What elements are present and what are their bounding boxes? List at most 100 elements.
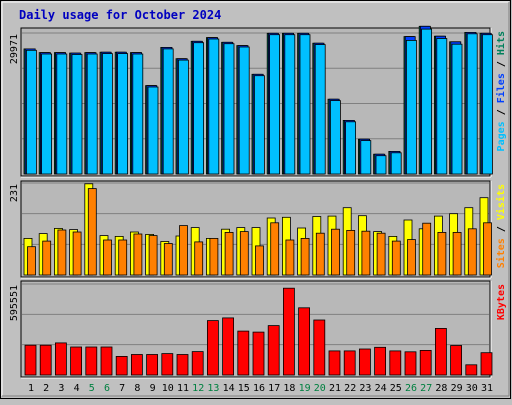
bar-kbytes — [419, 349, 432, 376]
panel-hits-files-pages: 29971 Pages / Files / Hits — [9, 25, 507, 178]
bar-pages — [269, 34, 281, 175]
bar-sites — [118, 239, 128, 276]
bar-pages — [284, 34, 296, 175]
bar-kbytes — [206, 320, 219, 376]
bar-sites — [239, 231, 249, 276]
bar-sites — [483, 222, 492, 276]
legend-entry: Files — [495, 73, 507, 103]
bar-sites — [72, 231, 82, 276]
bar-pages — [405, 40, 417, 175]
bar-kbytes — [115, 355, 128, 376]
x-tick-label: 7 — [119, 383, 125, 394]
bar-pages — [451, 43, 463, 175]
bar-sites — [148, 235, 158, 276]
bar-kbytes — [450, 345, 463, 376]
bar-kbytes — [374, 346, 387, 376]
x-tick-label: 16 — [253, 383, 265, 394]
bar-sites — [103, 239, 112, 276]
legend-entry: Hits — [495, 31, 507, 55]
bar-kbytes — [358, 348, 371, 376]
x-tick-label: 19 — [299, 383, 311, 394]
x-axis-labels: 1 2 3 4 5 6 7 8 9 10 11 12 13 14 15 16 17 18 19 20 21 22 23 24 2… — [28, 383, 493, 394]
bar-kbytes — [267, 325, 280, 376]
legend-entry: Pages — [496, 121, 507, 151]
x-tick-label: 17 — [268, 383, 280, 394]
bar-sites — [209, 237, 219, 276]
bar-sites — [391, 240, 401, 276]
x-tick-label: 31 — [481, 383, 493, 394]
bar-sites — [194, 241, 204, 276]
chart-title: Daily usage for October 2024 — [19, 8, 221, 22]
x-tick-label: 22 — [344, 383, 356, 394]
x-tick-label: 28 — [435, 383, 447, 394]
legend-entry: / — [496, 55, 507, 73]
x-tick-label: 21 — [329, 383, 341, 394]
x-tick-label: 1 — [28, 383, 34, 394]
bar-pages — [421, 28, 433, 175]
x-tick-label: 3 — [58, 383, 64, 394]
x-tick-label: 14 — [223, 383, 235, 394]
bar-kbytes — [389, 350, 402, 376]
y-max-label: 29971 — [9, 34, 20, 64]
x-tick-label: 2 — [43, 383, 49, 394]
x-tick-label: 4 — [74, 383, 80, 394]
bar-pages — [299, 34, 311, 175]
x-tick-label: 11 — [177, 383, 189, 394]
bar-kbytes — [480, 352, 493, 376]
bar-sites — [87, 188, 97, 276]
x-tick-label: 23 — [359, 383, 371, 394]
bar-sites — [376, 232, 386, 276]
bar-kbytes — [252, 331, 265, 376]
bar-pages — [329, 100, 341, 175]
panel-visits-sites: 231 Sites / Visits — [9, 180, 507, 279]
bar-pages — [71, 54, 83, 175]
panel-kbytes: 595551 KBytes — [9, 280, 507, 379]
bar-kbytes — [434, 327, 447, 376]
bar-sites — [422, 222, 432, 276]
bar-pages — [132, 53, 144, 175]
bar-sites — [27, 246, 36, 276]
bar-pages — [481, 34, 493, 175]
bar-pages — [41, 53, 52, 175]
bar-kbytes — [222, 317, 235, 376]
x-tick-label: 30 — [466, 383, 478, 394]
y-max-label: 231 — [9, 184, 20, 202]
legend-entry: / — [496, 103, 507, 121]
bar-kbytes — [100, 346, 113, 376]
bar-kbytes — [343, 350, 356, 376]
x-tick-label: 15 — [238, 383, 250, 394]
legend-hits-files-pages: Pages / Files / Hits — [495, 31, 507, 151]
bar-pages — [193, 42, 205, 175]
bar-pages — [390, 152, 402, 175]
y-max-label: 595551 — [9, 285, 20, 321]
bar-sites — [57, 229, 67, 276]
bar-kbytes — [237, 330, 250, 376]
x-tick-label: 8 — [134, 383, 140, 394]
bar-sites — [224, 231, 234, 276]
bar-sites — [315, 232, 325, 276]
x-tick-label: 12 — [192, 383, 204, 394]
x-tick-label: 27 — [420, 383, 432, 394]
bar-pages — [147, 86, 159, 175]
x-tick-label: 9 — [150, 383, 156, 394]
bar-kbytes — [191, 351, 204, 376]
bar-kbytes — [24, 344, 37, 376]
bar-sites — [361, 230, 371, 276]
x-tick-label: 24 — [375, 383, 387, 394]
bar-kbytes — [282, 287, 295, 376]
bar-sites — [467, 228, 477, 276]
bar-pages — [25, 49, 37, 175]
bar-pages — [162, 48, 174, 175]
bar-sites — [255, 245, 264, 276]
bar-kbytes — [146, 354, 159, 376]
bar-pages — [177, 59, 189, 175]
bar-kbytes — [85, 346, 98, 376]
x-tick-label: 10 — [162, 383, 174, 394]
bar-pages — [208, 38, 220, 175]
bar-kbytes — [176, 354, 189, 376]
bar-sites — [285, 239, 295, 276]
bar-sites — [452, 231, 462, 276]
bar-sites — [133, 233, 143, 276]
x-tick-label: 6 — [104, 383, 110, 394]
